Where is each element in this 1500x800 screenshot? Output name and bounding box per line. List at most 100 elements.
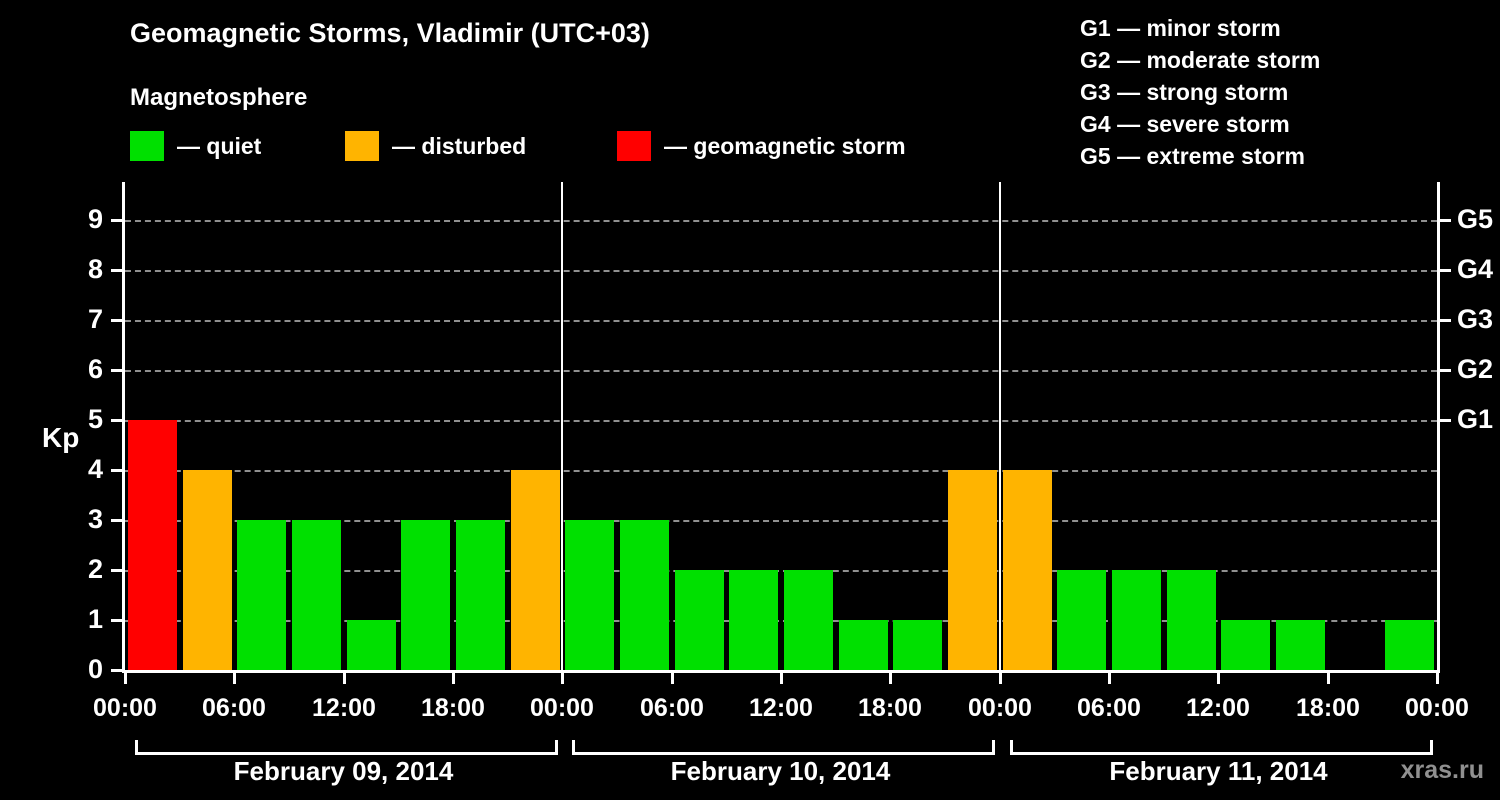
kp-bar xyxy=(620,520,669,670)
kp-bar xyxy=(948,470,997,670)
y-tick xyxy=(111,469,122,472)
y-tick xyxy=(111,369,122,372)
g-tick xyxy=(1440,269,1451,272)
y-tick xyxy=(111,619,122,622)
kp-bar xyxy=(347,620,396,670)
legend-item-disturbed: — disturbed xyxy=(345,131,526,161)
kp-bar xyxy=(1057,570,1106,670)
x-tick-label: 12:00 xyxy=(749,694,813,722)
g-scale-legend-g4: G4 — severe storm xyxy=(1080,111,1290,137)
x-tick xyxy=(671,673,674,684)
kp-bar xyxy=(128,420,177,670)
x-tick xyxy=(999,673,1002,684)
g-level-label: G3 xyxy=(1457,304,1494,334)
kp-bar xyxy=(511,470,560,670)
y-tick-label: 9 xyxy=(87,204,103,234)
day-bracket xyxy=(1010,740,1433,755)
right-axis-line xyxy=(1437,182,1440,673)
gridline xyxy=(125,370,1437,372)
g-tick xyxy=(1440,319,1451,322)
y-tick-label: 8 xyxy=(87,254,103,284)
day-label: February 09, 2014 xyxy=(233,756,454,786)
x-tick-label: 00:00 xyxy=(968,694,1032,722)
x-tick-label: 06:00 xyxy=(202,694,266,722)
g-level-label: G5 xyxy=(1457,204,1494,234)
x-axis-line xyxy=(122,670,1440,673)
y-tick-label: 7 xyxy=(87,304,103,334)
y-tick xyxy=(111,219,122,222)
y-tick xyxy=(111,519,122,522)
x-tick-label: 18:00 xyxy=(858,694,922,722)
y-tick-label: 1 xyxy=(87,604,103,634)
legend-label-storm: — geomagnetic storm xyxy=(664,132,906,159)
kp-bar xyxy=(237,520,286,670)
gridline xyxy=(125,620,1437,622)
y-tick-label: 0 xyxy=(87,654,103,684)
disturbed-swatch xyxy=(345,131,379,161)
kp-bar xyxy=(1385,620,1434,670)
x-tick xyxy=(1436,673,1439,684)
kp-bar xyxy=(456,520,505,670)
x-tick xyxy=(452,673,455,684)
gridline xyxy=(125,470,1437,472)
kp-bar xyxy=(1112,570,1161,670)
g-level-label: G2 xyxy=(1457,354,1494,384)
y-axis-line xyxy=(122,182,125,673)
x-tick xyxy=(1108,673,1111,684)
kp-bar xyxy=(839,620,888,670)
day-separator xyxy=(999,182,1001,670)
g-level-label: G1 xyxy=(1457,404,1494,434)
day-separator xyxy=(561,182,563,670)
g-scale-legend-g2: G2 — moderate storm xyxy=(1080,47,1321,73)
chart-title: Geomagnetic Storms, Vladimir (UTC+03) xyxy=(130,18,650,48)
g-scale-legend-g5: G5 — extreme storm xyxy=(1080,143,1305,169)
g-tick xyxy=(1440,369,1451,372)
gridline xyxy=(125,570,1437,572)
kp-bar xyxy=(729,570,778,670)
x-tick xyxy=(233,673,236,684)
x-tick xyxy=(889,673,892,684)
day-label: February 11, 2014 xyxy=(1109,756,1328,786)
x-tick xyxy=(1217,673,1220,684)
y-tick-label: 6 xyxy=(87,354,103,384)
gridline xyxy=(125,270,1437,272)
x-tick-label: 18:00 xyxy=(421,694,485,722)
kp-bar xyxy=(1167,570,1216,670)
y-axis-title: Kp xyxy=(42,422,80,453)
g-tick xyxy=(1440,219,1451,222)
y-tick-label: 4 xyxy=(87,454,103,484)
x-tick xyxy=(780,673,783,684)
x-tick xyxy=(1327,673,1330,684)
legend-label-quiet: — quiet xyxy=(177,132,262,159)
x-tick-label: 18:00 xyxy=(1296,694,1360,722)
chart-subtitle: Magnetosphere xyxy=(130,84,308,111)
x-tick-label: 06:00 xyxy=(640,694,704,722)
g-scale-legend-g3: G3 — strong storm xyxy=(1080,79,1289,105)
storm-swatch xyxy=(617,131,651,161)
gridline xyxy=(125,520,1437,522)
y-tick xyxy=(111,269,122,272)
kp-bar xyxy=(1003,470,1052,670)
x-tick xyxy=(343,673,346,684)
day-label: February 10, 2014 xyxy=(670,756,891,786)
y-tick-label: 5 xyxy=(87,404,103,434)
y-tick xyxy=(111,569,122,572)
g-level-label: G4 xyxy=(1457,254,1494,284)
x-tick xyxy=(561,673,564,684)
gridline xyxy=(125,320,1437,322)
legend-item-storm: — geomagnetic storm xyxy=(617,131,906,161)
kp-bar xyxy=(292,520,341,670)
y-tick xyxy=(111,669,122,672)
y-tick xyxy=(111,319,122,322)
x-tick-label: 12:00 xyxy=(1186,694,1250,722)
kp-bar xyxy=(675,570,724,670)
x-tick-label: 00:00 xyxy=(1405,694,1469,722)
kp-bar xyxy=(401,520,450,670)
legend-label-disturbed: — disturbed xyxy=(392,132,527,159)
y-tick xyxy=(111,419,122,422)
watermark: xras.ru xyxy=(1400,756,1484,784)
x-tick-label: 00:00 xyxy=(530,694,594,722)
x-tick-label: 12:00 xyxy=(312,694,376,722)
kp-bar xyxy=(1221,620,1270,670)
